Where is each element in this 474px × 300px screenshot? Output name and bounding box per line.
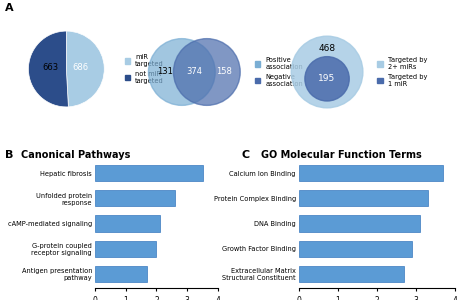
Bar <box>299 266 404 282</box>
Legend: Targeted by
2+ miRs, Targeted by
1 miR: Targeted by 2+ miRs, Targeted by 1 miR <box>375 55 430 89</box>
Bar <box>95 241 156 257</box>
Text: 131: 131 <box>157 68 173 76</box>
Text: 686: 686 <box>73 63 89 72</box>
Circle shape <box>305 57 349 101</box>
Circle shape <box>148 39 215 105</box>
Circle shape <box>291 36 363 108</box>
Bar <box>299 190 428 206</box>
Bar <box>299 165 443 181</box>
Bar <box>299 241 412 257</box>
Bar <box>95 190 175 206</box>
Legend: miR
targeted, not miR
targeted: miR targeted, not miR targeted <box>122 52 166 86</box>
Text: 158: 158 <box>216 68 231 76</box>
Bar <box>95 165 203 181</box>
Text: C: C <box>242 150 250 160</box>
Legend: Positive
association, Negative
association: Positive association, Negative associati… <box>252 55 306 89</box>
Text: B: B <box>5 150 13 160</box>
Bar <box>95 266 147 282</box>
Bar <box>299 215 420 232</box>
Circle shape <box>173 39 240 105</box>
Bar <box>95 215 159 232</box>
Text: GO Molecular Function Terms: GO Molecular Function Terms <box>261 150 422 160</box>
Text: 468: 468 <box>319 44 336 52</box>
Wedge shape <box>28 31 68 107</box>
Wedge shape <box>66 31 104 107</box>
Text: A: A <box>5 3 13 13</box>
Text: 663: 663 <box>42 63 58 72</box>
Text: 195: 195 <box>319 74 336 83</box>
Text: 374: 374 <box>186 68 202 76</box>
Text: Canonical Pathways: Canonical Pathways <box>21 150 130 160</box>
